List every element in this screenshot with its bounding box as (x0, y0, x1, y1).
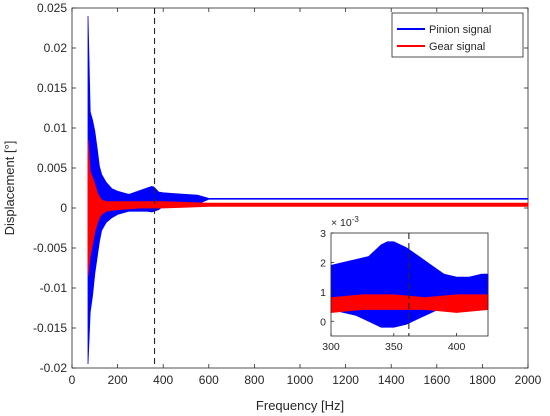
main-x-axis: 0 200 400 600 800 1000 1200 1400 1600 1800 2000 (69, 8, 542, 387)
y-tick-label: 0.015 (37, 81, 67, 95)
series-pinion-band (87, 15, 529, 365)
y-tick-label: 0.02 (44, 41, 68, 55)
inset-y-tick-label: 2 (320, 257, 326, 269)
inset-y-axis: 0 1 2 3 (320, 228, 334, 328)
inset-x-tick-label: 400 (448, 341, 466, 353)
y-tick-label: -0.015 (33, 321, 67, 335)
x-axis-label: Frequency [Hz] (256, 398, 344, 413)
x-tick-label: 2000 (515, 373, 542, 387)
x-tick-label: 0 (69, 373, 76, 387)
y-axis-label: Displacement [°] (2, 141, 17, 236)
inset-x-axis: 300 350 400 (322, 333, 466, 353)
legend-gear-label: Gear signal (429, 41, 485, 53)
inset-y-tick-label: 0 (320, 316, 326, 328)
inset-series-gear-band (330, 294, 489, 313)
x-tick-label: 1000 (287, 373, 314, 387)
x-tick-label: 1400 (378, 373, 405, 387)
x-tick-label: 800 (244, 373, 264, 387)
inset-plot-frame (330, 232, 489, 337)
x-tick-label: 1200 (332, 373, 359, 387)
legend-pinion-label: Pinion signal (429, 24, 491, 36)
inset-y-tick-label: 1 (320, 287, 326, 299)
y-tick-label: 0.025 (37, 1, 67, 15)
y-tick-label: -0.02 (40, 361, 68, 375)
main-y-axis: -0.02 -0.015 -0.01 -0.005 0 0.005 0.01 0.015 0.0… (33, 1, 528, 375)
main-series-layer (87, 15, 529, 365)
legend: Pinion signal Gear signal (391, 12, 524, 58)
y-tick-label: -0.01 (40, 281, 68, 295)
y-tick-label: 0.005 (37, 161, 67, 175)
y-tick-label: 0.01 (44, 121, 68, 135)
inset-exponent-label: × 10-3 (331, 215, 359, 229)
x-tick-label: 1800 (469, 373, 496, 387)
x-tick-label: 1600 (423, 373, 450, 387)
legend-box (391, 12, 524, 58)
inset-x-tick-label: 350 (385, 341, 403, 353)
y-tick-label: 0 (60, 201, 67, 215)
inset-x-tick-label: 300 (322, 341, 340, 353)
series-gear-band (87, 139, 529, 277)
inset-y-tick-label: 3 (320, 228, 326, 240)
x-tick-label: 600 (199, 373, 219, 387)
x-tick-label: 400 (153, 373, 173, 387)
y-tick-label: -0.005 (33, 241, 67, 255)
x-tick-label: 200 (108, 373, 128, 387)
